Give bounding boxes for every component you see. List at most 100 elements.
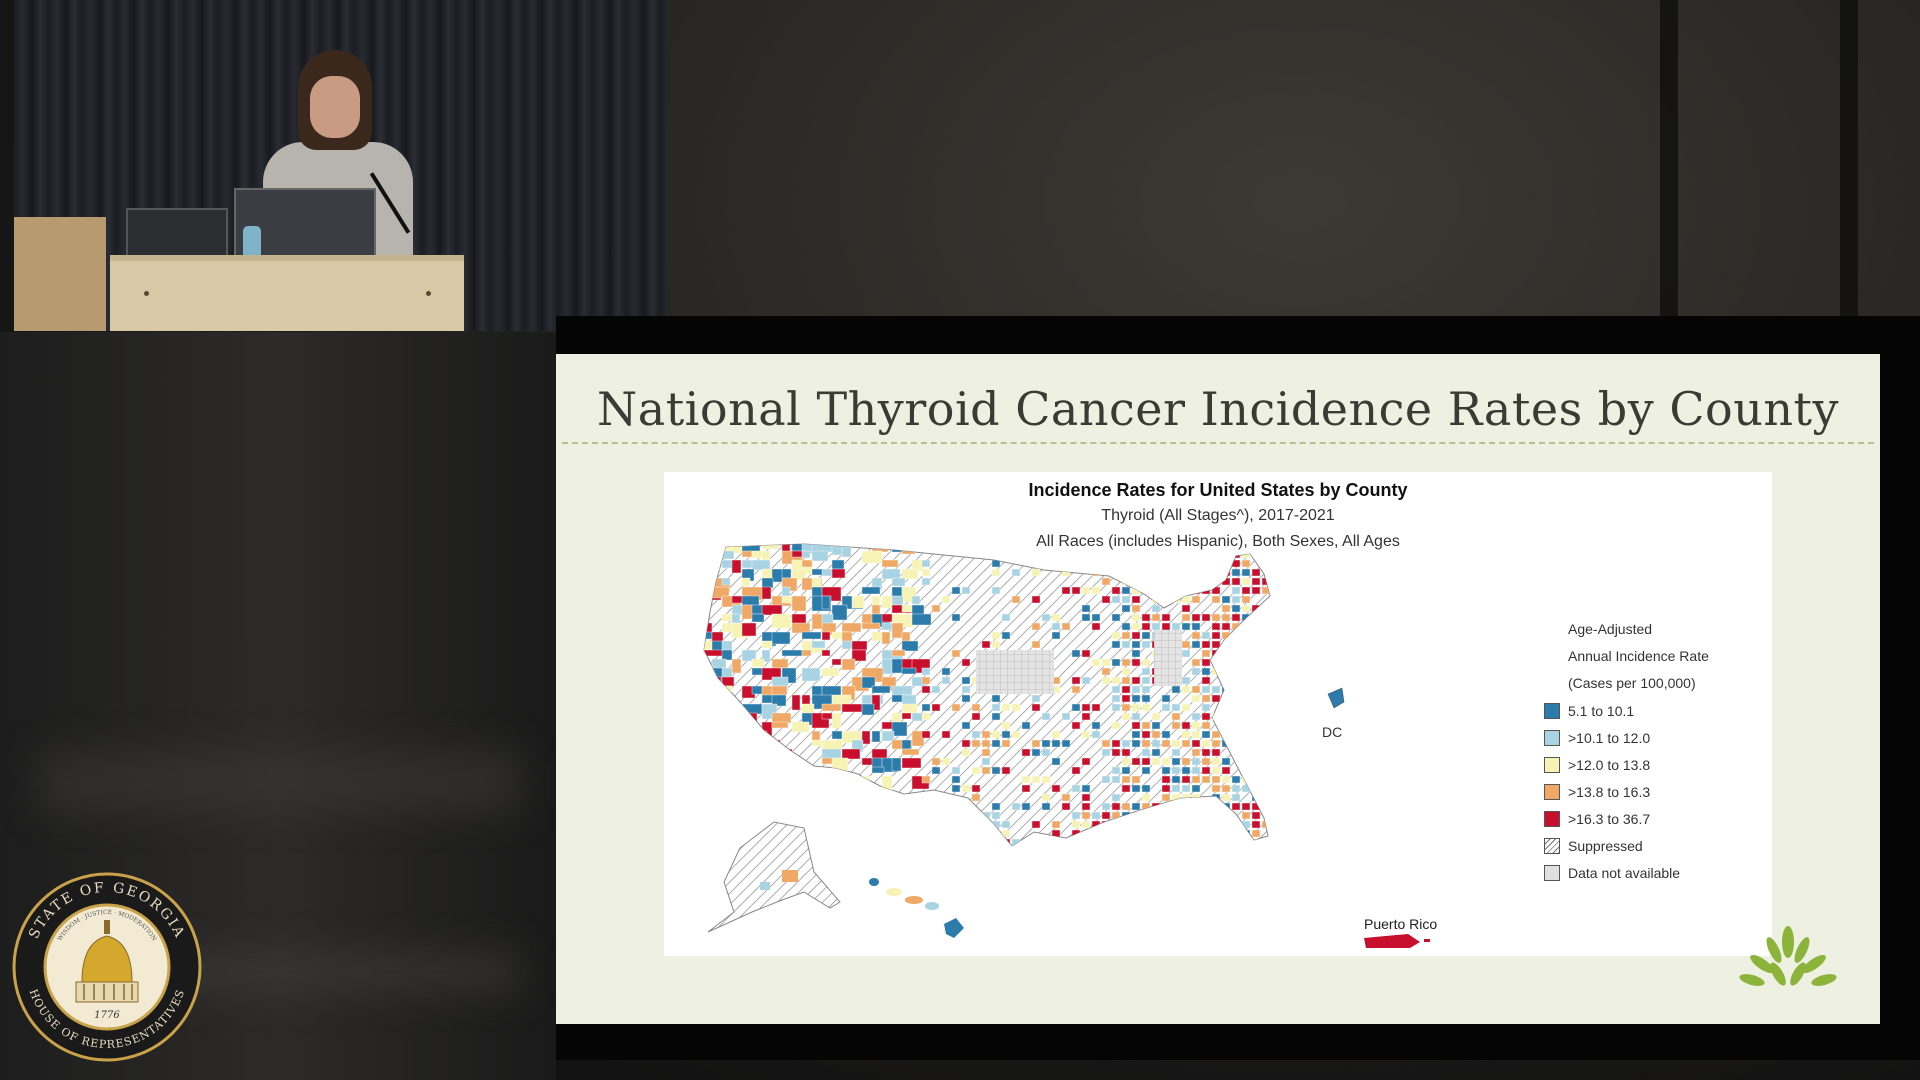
county-cell [1221,667,1231,676]
county-cell [1231,586,1241,595]
county-cell [791,811,810,822]
county-cell [1151,622,1161,631]
county-cell [1081,820,1091,829]
county-cell [1211,685,1221,694]
county-cell [1191,802,1201,811]
county-cell [1272,839,1280,846]
county-cell [1241,811,1251,820]
county-cell [861,550,883,564]
county-cell [991,766,1001,775]
county-cell [1121,712,1131,721]
county-cell [704,793,713,810]
county-cell [1131,631,1141,640]
legend-item: 5.1 to 10.1 [1544,697,1764,724]
dc-inset [1327,687,1345,709]
county-cell [881,559,899,568]
county-cell [1191,640,1201,649]
county-cell [771,631,791,645]
county-cell [1171,559,1181,568]
county-cell [731,784,741,792]
county-cell [921,676,931,685]
county-cell [1081,649,1091,658]
county-cell [1141,766,1151,775]
county-cell [1111,793,1121,802]
background-blur-band [40,752,520,812]
county-cell [1231,649,1241,658]
county-cell [1101,676,1111,685]
legend-heading-line: (Cases per 100,000) [1568,675,1696,691]
county-cell [1181,766,1191,775]
county-cell [781,748,793,757]
county-cell [881,730,895,742]
county-cell [761,577,774,589]
county-cell [1141,829,1151,838]
county-cell [1221,793,1231,802]
county-cell [931,793,941,802]
county-cell [861,622,881,630]
county-cell [1241,685,1251,694]
county-cell [841,775,856,791]
county-cell [1211,730,1221,739]
county-cell [1171,550,1181,559]
county-cell [1081,802,1091,811]
county-cell [1251,622,1261,631]
county-cell [1272,776,1280,783]
county-cell [1091,703,1101,712]
county-cell [1211,712,1221,721]
county-cell [801,793,824,804]
county-cell [1111,694,1121,703]
legend-swatch [1544,702,1560,719]
county-cell [1151,811,1161,820]
county-cell [704,838,713,846]
county-cell [1081,730,1091,739]
county-cell [1191,550,1201,559]
county-cell [1101,820,1111,829]
county-cell [1181,640,1191,649]
county-cell [1201,730,1211,739]
legend-item: >10.1 to 12.0 [1544,724,1764,751]
county-cell [1231,775,1241,784]
county-cell [1211,559,1221,568]
county-cell [1272,812,1280,819]
county-cell [941,793,951,802]
county-cell [1251,739,1261,748]
county-cell [1121,748,1131,757]
county-cell [981,739,991,748]
leaf-logo-icon [1739,926,1837,986]
county-cell [761,784,772,798]
county-cell [991,829,1001,838]
county-cell [1181,685,1191,694]
county-cell [781,568,792,579]
county-cell [1231,703,1241,712]
county-cell [771,775,783,784]
county-cell [961,784,971,793]
county-cell [1081,676,1091,685]
county-cell [711,730,733,739]
legend-label: Suppressed [1568,837,1643,854]
county-cell [1031,775,1041,784]
county-cell [1021,550,1031,559]
county-cell [921,838,931,846]
county-cell [1221,640,1231,649]
county-cell [1151,838,1161,846]
county-cell [1251,766,1261,775]
county-cell [1091,613,1101,622]
county-cell [902,848,918,863]
county-cell [1272,677,1280,684]
county-cell [851,640,868,651]
county-cell [1211,748,1221,757]
county-cell [1201,685,1211,694]
county-cell [1121,667,1131,676]
county-cell [1221,838,1231,846]
county-cell [1211,631,1221,640]
county-cell [1221,820,1231,829]
county-cell [1261,694,1270,703]
county-cell [1182,848,1190,855]
county-cell [1031,748,1041,757]
county-cell [1141,694,1151,703]
county-cell [721,685,733,693]
county-cell [1141,784,1151,793]
county-cell [1201,766,1211,775]
county-cell [1061,793,1071,802]
county-cell [711,793,726,804]
